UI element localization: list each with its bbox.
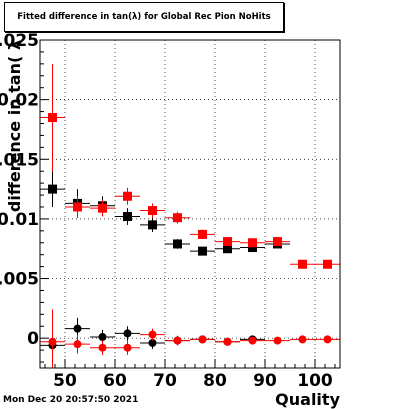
data-point-circle [148, 338, 157, 347]
data-point-circle [48, 337, 57, 346]
data-point-square [198, 229, 207, 239]
x-tick-label: 100 [297, 371, 333, 391]
y-tick-label: 0.025 [0, 31, 39, 51]
data-point-square [173, 213, 182, 223]
data-point-circle [73, 324, 82, 333]
data-point-circle [298, 335, 307, 344]
data-point-square [273, 237, 282, 247]
data-point-circle [98, 343, 107, 352]
y-tick-label: 0.01 [0, 210, 39, 230]
y-tick-label: 0 [27, 329, 39, 349]
data-point-square [48, 184, 57, 194]
data-point-square [248, 238, 257, 248]
y-tick-label: 0.015 [0, 150, 39, 170]
data-point-square [148, 220, 157, 230]
data-point-square [73, 202, 82, 212]
data-point-square [173, 239, 182, 249]
y-tick-label: 0.005 [0, 270, 39, 290]
axis-ticks [40, 39, 336, 368]
data-point-circle [148, 330, 157, 339]
data-series [40, 63, 340, 368]
data-point-circle [248, 336, 257, 345]
x-tick-label: 90 [253, 371, 277, 391]
data-point-square [98, 203, 107, 213]
data-point-square [323, 259, 332, 269]
tick-labels: 50 60 70 80 90 100 0 0.005 0.01 0.015 0.02 0.025 [0, 31, 333, 391]
y-tick-label: 0.02 [0, 91, 39, 111]
chart-title: Fitted difference in tan(λ) for Global R… [4, 2, 284, 32]
data-point-square [298, 259, 307, 269]
data-point-square [123, 212, 132, 222]
x-tick-label: 50 [53, 371, 77, 391]
grid-lines [40, 39, 340, 368]
data-point-square [148, 206, 157, 216]
series-square-red [40, 63, 340, 269]
data-point-square [223, 244, 232, 254]
chart-title-text: Fitted difference in tan(λ) for Global R… [17, 12, 271, 22]
x-tick-label: 70 [153, 371, 177, 391]
data-point-circle [123, 329, 132, 338]
plot-frame [39, 39, 341, 369]
data-point-circle [123, 343, 132, 352]
x-tick-label: 60 [103, 371, 127, 391]
data-point-circle [173, 336, 182, 345]
data-point-circle [273, 336, 282, 345]
data-point-square [248, 243, 257, 253]
data-point-circle [98, 332, 107, 341]
data-point-square [123, 191, 132, 201]
data-point-square [48, 113, 57, 123]
data-point-circle [223, 337, 232, 346]
data-point-square [198, 246, 207, 256]
data-point-circle [323, 335, 332, 344]
data-point-circle [73, 340, 82, 349]
x-tick-label: 80 [203, 371, 227, 391]
data-point-circle [198, 335, 207, 344]
x-axis-title: Quality [275, 390, 340, 409]
data-point-square [223, 237, 232, 247]
series-circle-red [40, 309, 340, 368]
timestamp: Mon Dec 20 20:57:50 2021 [3, 395, 139, 405]
y-axis-title: difference in tan( λ [5, 40, 24, 212]
